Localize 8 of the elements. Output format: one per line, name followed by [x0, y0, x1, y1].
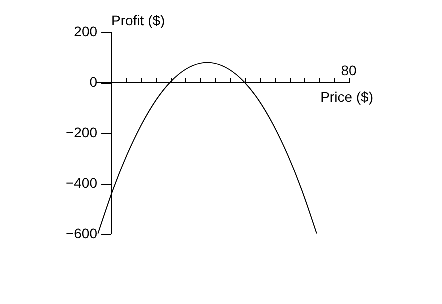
y-tick-label: −400	[66, 175, 98, 191]
y-tick-label: −200	[66, 124, 98, 140]
y-tick-label: 0	[90, 74, 98, 90]
text: 80	[341, 62, 357, 78]
y-tick-label: 200	[74, 24, 98, 40]
x-axis-title: Price ($)	[320, 89, 374, 105]
y-tick-label: −600	[66, 226, 98, 242]
y-axis-title: Profit ($)	[112, 12, 166, 28]
